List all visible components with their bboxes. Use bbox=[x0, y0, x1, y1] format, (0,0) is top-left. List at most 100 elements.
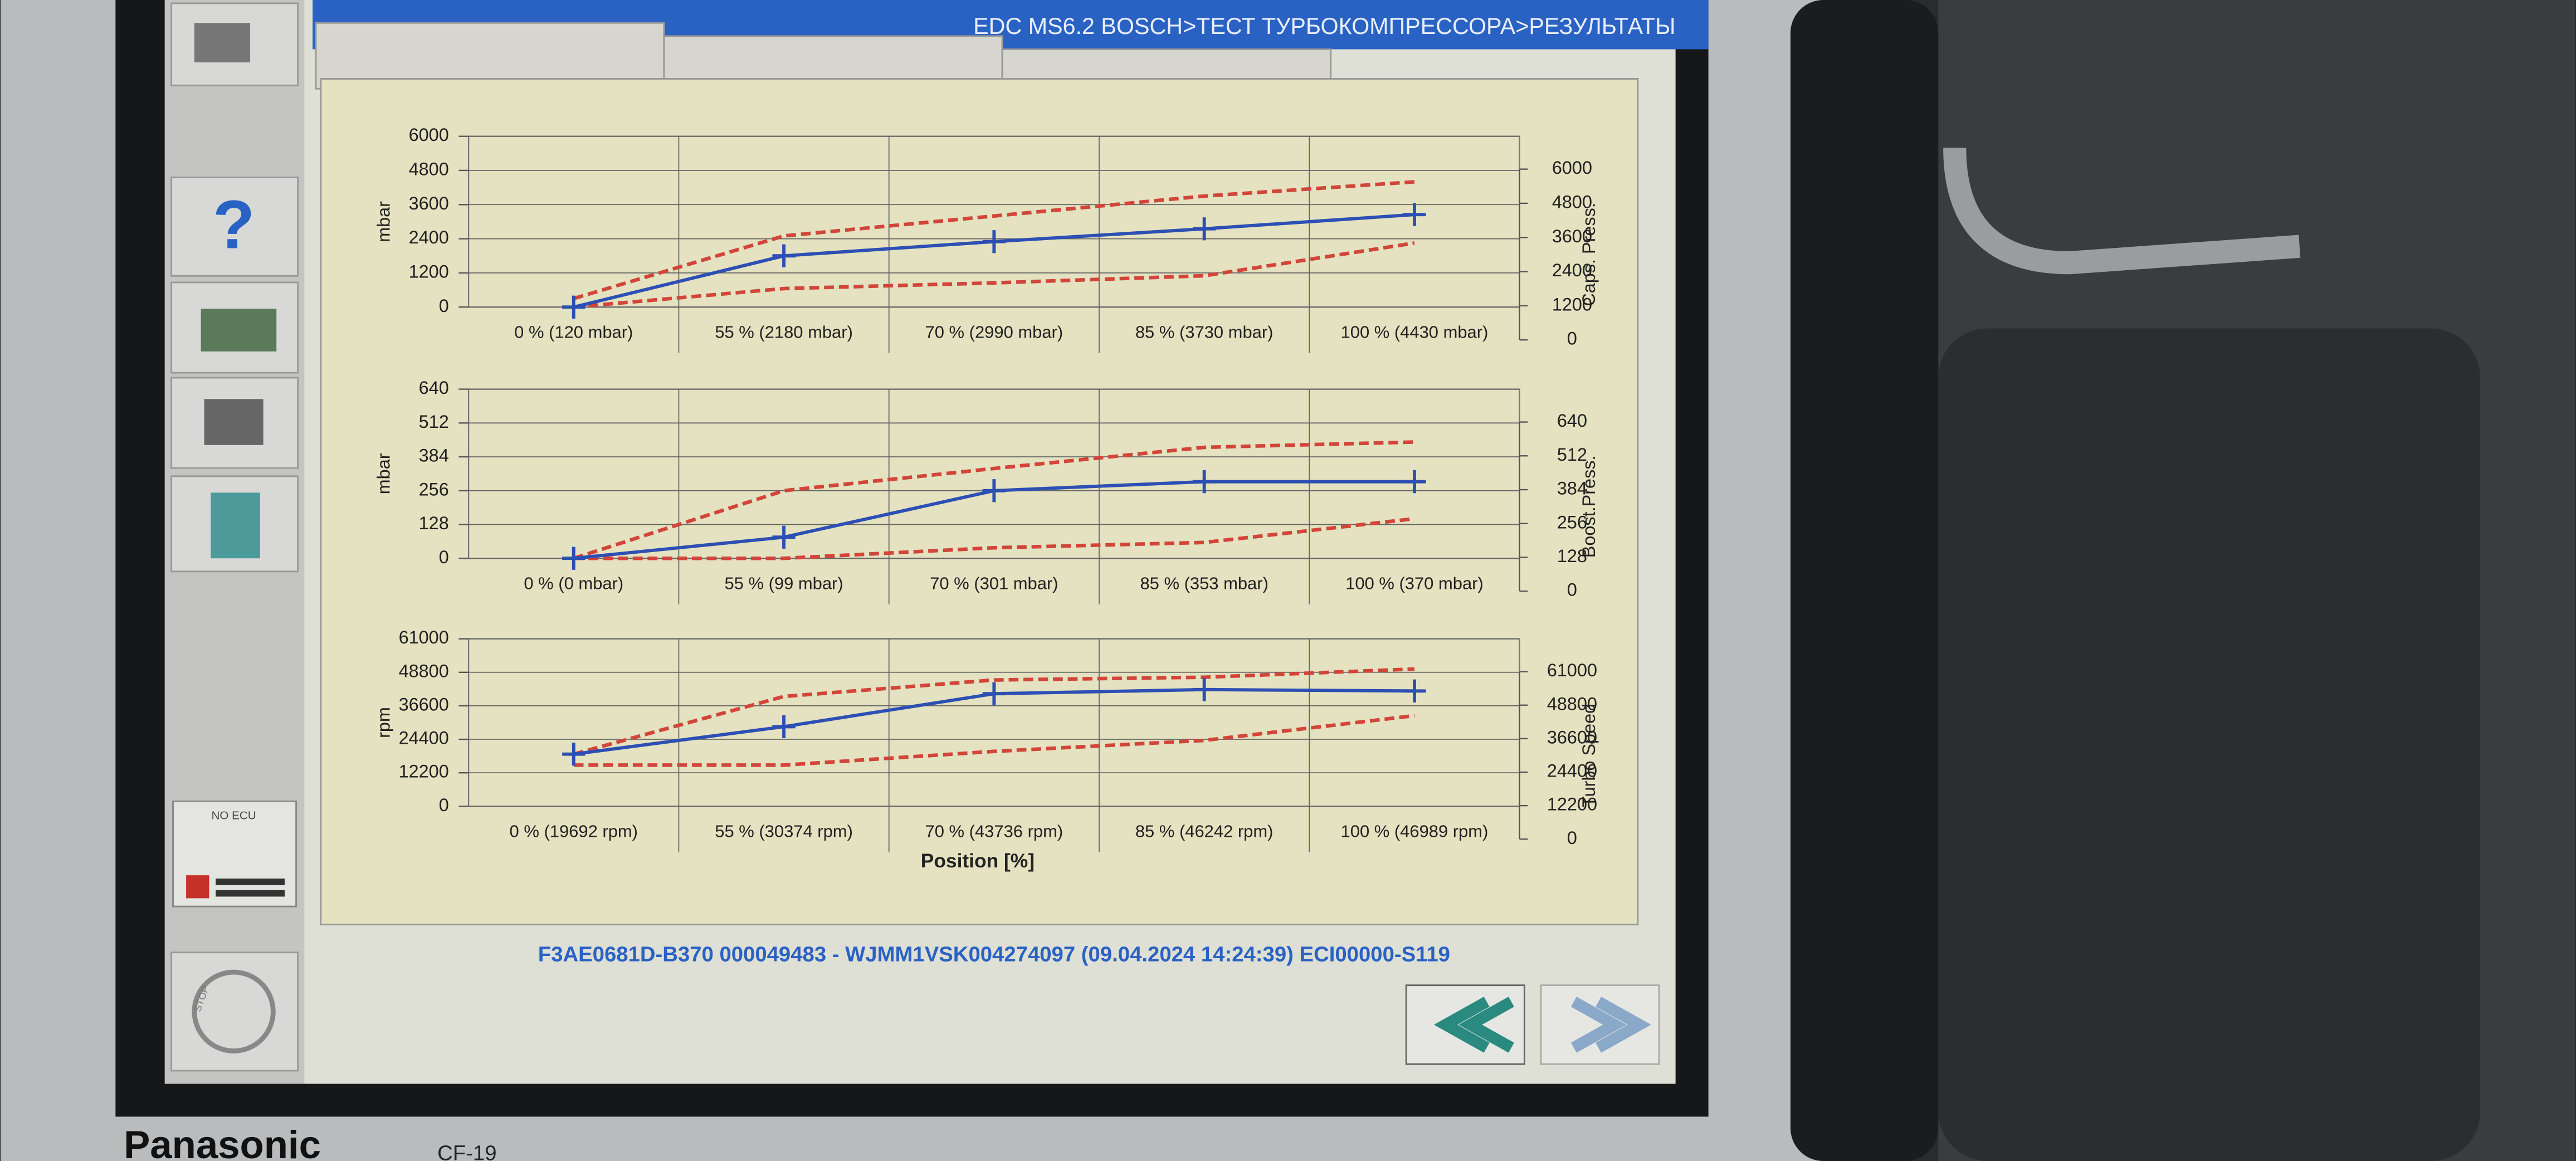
ecu-status-label: NO ECU bbox=[211, 809, 256, 822]
point-marker bbox=[1403, 679, 1426, 703]
limit-line bbox=[573, 714, 1415, 767]
x-tick-label: 70 % (301 mbar) bbox=[930, 574, 1058, 593]
y2-axis-label: Caps. Press. bbox=[1579, 203, 1599, 306]
cable bbox=[1943, 148, 2301, 275]
help-button[interactable] bbox=[170, 176, 299, 277]
y-tick-label: 24400 bbox=[399, 728, 449, 748]
y2-tick-label: 384 bbox=[1557, 479, 1587, 499]
forward-icon bbox=[1570, 997, 1651, 1053]
device-model: CF-19 bbox=[437, 1141, 496, 1161]
point-marker bbox=[1403, 470, 1426, 494]
y2-tick-label: 36600 bbox=[1547, 727, 1597, 747]
ecu-indicator bbox=[186, 875, 209, 899]
y2-tick-label: 1200 bbox=[1552, 294, 1592, 314]
laptop-hinge bbox=[1790, 0, 1939, 1161]
point-marker bbox=[562, 547, 586, 570]
y-tick-label: 12200 bbox=[399, 762, 449, 782]
y-tick-label: 4800 bbox=[409, 159, 449, 179]
y2-tick-label: 128 bbox=[1557, 546, 1587, 566]
y2-tick-label: 24400 bbox=[1547, 761, 1597, 781]
y-tick-label: 384 bbox=[419, 446, 449, 466]
point-marker bbox=[1193, 470, 1216, 494]
y-tick-label: 128 bbox=[419, 513, 449, 533]
notes-icon bbox=[211, 492, 260, 559]
x-tick-label: 55 % (2180 mbar) bbox=[715, 323, 853, 342]
y2-tick-label: 61000 bbox=[1547, 660, 1597, 680]
charts: 0 1200 2400 3600 4800 6000 0 1200 2400 3600 4800 60… bbox=[373, 125, 1599, 872]
x-tick-label: 85 % (3730 mbar) bbox=[1135, 323, 1274, 342]
y2-tick-label: 2400 bbox=[1552, 260, 1592, 280]
y-tick-label: 61000 bbox=[399, 627, 449, 647]
chart-panel bbox=[320, 78, 1639, 926]
point-marker bbox=[982, 479, 1006, 503]
point-marker bbox=[772, 244, 796, 267]
point-marker bbox=[1193, 678, 1216, 701]
x-axis-label: Position [%] bbox=[921, 850, 1035, 872]
y2-tick-label: 4800 bbox=[1552, 192, 1592, 212]
point-marker bbox=[1193, 217, 1216, 241]
y-axis-label: mbar bbox=[373, 201, 393, 242]
point-marker bbox=[772, 715, 796, 738]
x-tick-label: 55 % (30374 rpm) bbox=[715, 822, 853, 841]
car-panel bbox=[1938, 328, 2481, 1161]
y-axis-label: rpm bbox=[373, 707, 393, 738]
x-tick-label: 85 % (46242 rpm) bbox=[1135, 822, 1274, 841]
print-icon bbox=[201, 309, 277, 352]
y-tick-label: 256 bbox=[419, 479, 449, 499]
y2-tick-label: 256 bbox=[1557, 512, 1587, 532]
point-marker bbox=[982, 230, 1006, 253]
y-axis-label: mbar bbox=[373, 453, 393, 494]
truck-icon bbox=[194, 23, 251, 63]
x-tick-label: 0 % (0 mbar) bbox=[524, 574, 623, 593]
y2-tick-label: 0 bbox=[1567, 828, 1577, 848]
x-tick-label: 100 % (46989 rpm) bbox=[1341, 822, 1489, 841]
y-tick-label: 2400 bbox=[409, 227, 449, 247]
ecu-bar bbox=[216, 879, 285, 885]
x-tick-label: 55 % (99 mbar) bbox=[724, 574, 843, 593]
x-tick-label: 100 % (4430 mbar) bbox=[1341, 323, 1489, 342]
x-tick-label: 0 % (19692 rpm) bbox=[510, 822, 638, 841]
point-marker bbox=[562, 743, 586, 766]
point-marker bbox=[982, 682, 1006, 705]
y2-tick-label: 0 bbox=[1567, 329, 1577, 349]
y2-tick-label: 12200 bbox=[1547, 794, 1597, 814]
back-icon bbox=[1433, 997, 1514, 1053]
stop-icon bbox=[192, 969, 276, 1053]
point-marker bbox=[1403, 203, 1426, 226]
y2-axis-label: Boost.Press. bbox=[1579, 455, 1599, 558]
help-icon: ? bbox=[213, 186, 255, 263]
y2-tick-label: 6000 bbox=[1552, 158, 1592, 178]
y2-tick-label: 48800 bbox=[1547, 694, 1597, 714]
x-tick-label: 0 % (120 mbar) bbox=[514, 323, 633, 342]
x-tick-label: 70 % (43736 rpm) bbox=[925, 822, 1063, 841]
x-tick-label: 85 % (353 mbar) bbox=[1140, 574, 1268, 593]
session-info: F3AE0681D-B370 000049483 - WJMM1VSK00427… bbox=[538, 943, 1450, 967]
limit-line bbox=[573, 241, 1415, 309]
y2-tick-label: 0 bbox=[1567, 580, 1577, 600]
y-tick-label: 512 bbox=[419, 412, 449, 432]
ecu-bar bbox=[216, 890, 285, 897]
point-marker bbox=[562, 295, 586, 319]
limit-line bbox=[573, 440, 1415, 560]
limit-line bbox=[573, 516, 1415, 560]
y-tick-label: 1200 bbox=[409, 261, 449, 281]
x-tick-label: 70 % (2990 mbar) bbox=[925, 323, 1063, 342]
y-tick-label: 6000 bbox=[409, 125, 449, 145]
y-tick-label: 640 bbox=[419, 378, 449, 398]
breadcrumb: EDC MS6.2 BOSCH>ТЕСТ ТУРБОКОМПРЕССОРА>РЕ… bbox=[973, 13, 1675, 39]
y-tick-label: 0 bbox=[439, 795, 449, 815]
y2-tick-label: 512 bbox=[1557, 445, 1587, 465]
y2-tick-label: 640 bbox=[1557, 411, 1587, 431]
x-tick-label: 100 % (370 mbar) bbox=[1345, 574, 1484, 593]
y-tick-label: 48800 bbox=[399, 661, 449, 681]
limit-line bbox=[573, 667, 1415, 756]
y2-axis-label: Turbo Speed bbox=[1579, 704, 1599, 807]
y-tick-label: 36600 bbox=[399, 694, 449, 714]
point-marker bbox=[772, 525, 796, 549]
y-tick-label: 0 bbox=[439, 296, 449, 316]
device-brand: Panasonic bbox=[124, 1123, 321, 1161]
limit-line bbox=[573, 180, 1415, 300]
y-tick-label: 3600 bbox=[409, 193, 449, 213]
